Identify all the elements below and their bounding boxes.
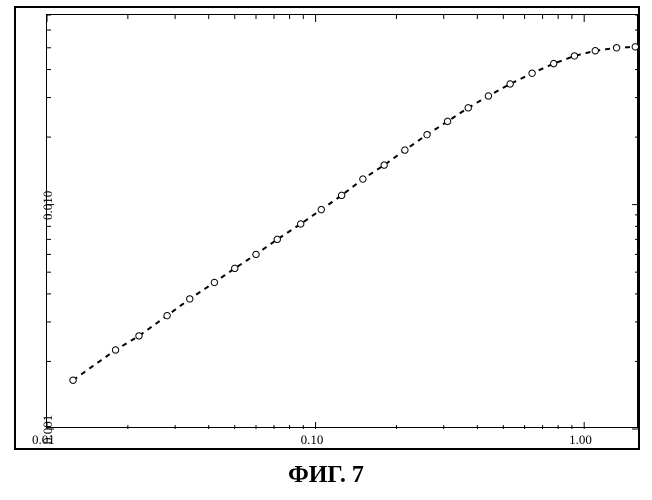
x-tick-label: 0.01 — [32, 432, 55, 448]
figure-caption: ФИГ. 7 — [0, 462, 652, 489]
chart-svg — [47, 15, 639, 429]
x-tick-label: 1.00 — [569, 432, 592, 448]
y-tick-label: 0.010 — [40, 190, 56, 219]
plot-area — [46, 14, 638, 428]
x-tick-label: 0.10 — [301, 432, 324, 448]
